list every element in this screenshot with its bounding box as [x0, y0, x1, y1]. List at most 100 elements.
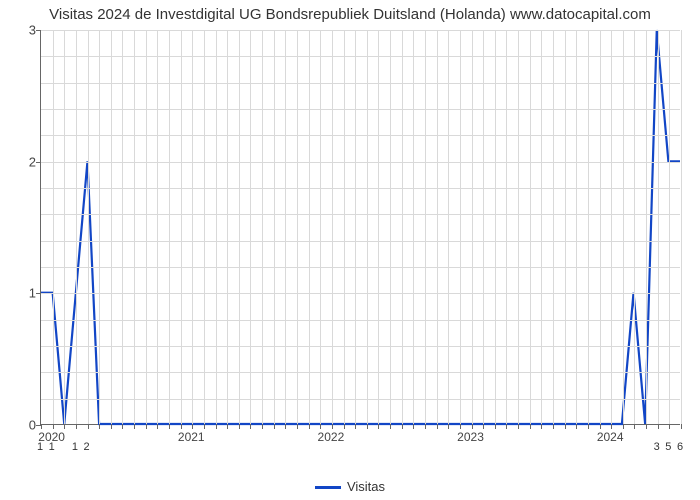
ytick-label: 0 [6, 418, 36, 433]
gridline-v [669, 30, 670, 424]
point-value-label: 6 [677, 441, 683, 453]
ytick-label: 3 [6, 23, 36, 38]
xtick-mark [297, 424, 298, 429]
gridline-v [623, 30, 624, 424]
gridline-v [157, 30, 158, 424]
gridline-v [320, 30, 321, 424]
gridline-v [378, 30, 379, 424]
xtick-mark [600, 424, 601, 429]
gridline-h-minor [41, 267, 680, 268]
gridline-v [658, 30, 659, 424]
xtick-label: 2022 [318, 430, 345, 444]
gridline-v [181, 30, 182, 424]
xtick-mark [41, 424, 42, 429]
xtick-mark [681, 424, 682, 429]
xtick-mark [192, 424, 193, 429]
xtick-mark [99, 424, 100, 429]
xtick-mark [553, 424, 554, 429]
gridline-v [576, 30, 577, 424]
gridline-v [99, 30, 100, 424]
chart-title: Visitas 2024 de Investdigital UG Bondsre… [0, 6, 700, 23]
xtick-mark [320, 424, 321, 429]
gridline-v [402, 30, 403, 424]
xtick-mark [157, 424, 158, 429]
gridline-v [76, 30, 77, 424]
gridline-v [250, 30, 251, 424]
gridline-h-minor [41, 56, 680, 57]
gridline-h-minor [41, 346, 680, 347]
gridline-v [344, 30, 345, 424]
gridline-v [553, 30, 554, 424]
xtick-mark [378, 424, 379, 429]
gridline-v [600, 30, 601, 424]
gridline-v [169, 30, 170, 424]
xtick-mark [425, 424, 426, 429]
gridline-v [111, 30, 112, 424]
gridline-v [297, 30, 298, 424]
gridline-h-minor [41, 83, 680, 84]
xtick-mark [646, 424, 647, 429]
xtick-mark [483, 424, 484, 429]
gridline-v [437, 30, 438, 424]
gridline-v [309, 30, 310, 424]
point-value-label: 5 [665, 441, 671, 453]
gridline-h-minor [41, 135, 680, 136]
gridline-v [122, 30, 123, 424]
ytick-label: 2 [6, 154, 36, 169]
gridline-v [541, 30, 542, 424]
xtick-label: 2024 [597, 430, 624, 444]
xtick-mark [309, 424, 310, 429]
xtick-mark [541, 424, 542, 429]
xtick-mark [506, 424, 507, 429]
gridline-h [41, 293, 680, 294]
xtick-mark [332, 424, 333, 429]
gridline-v [355, 30, 356, 424]
gridline-v [483, 30, 484, 424]
gridline-v [611, 30, 612, 424]
gridline-h [41, 30, 680, 31]
xtick-mark [576, 424, 577, 429]
xtick-mark [76, 424, 77, 429]
gridline-v [239, 30, 240, 424]
xtick-mark [122, 424, 123, 429]
visits-chart: Visitas 2024 de Investdigital UG Bondsre… [0, 0, 700, 500]
xtick-mark [250, 424, 251, 429]
gridline-v [472, 30, 473, 424]
xtick-mark [460, 424, 461, 429]
xtick-mark [634, 424, 635, 429]
xtick-mark [413, 424, 414, 429]
gridline-v [530, 30, 531, 424]
xtick-mark [518, 424, 519, 429]
gridline-v [332, 30, 333, 424]
xtick-mark [146, 424, 147, 429]
gridline-v [448, 30, 449, 424]
gridline-v [53, 30, 54, 424]
gridline-h-minor [41, 214, 680, 215]
xtick-mark [64, 424, 65, 429]
xtick-mark [565, 424, 566, 429]
gridline-v [367, 30, 368, 424]
xtick-mark [204, 424, 205, 429]
gridline-v [634, 30, 635, 424]
ytick-mark [36, 30, 41, 31]
line-series [41, 30, 680, 424]
xtick-mark [623, 424, 624, 429]
legend-swatch [315, 486, 341, 489]
xtick-mark [402, 424, 403, 429]
gridline-v [425, 30, 426, 424]
xtick-mark [658, 424, 659, 429]
xtick-label: 2021 [178, 430, 205, 444]
gridline-v [390, 30, 391, 424]
ytick-mark [36, 162, 41, 163]
xtick-mark [495, 424, 496, 429]
xtick-mark [367, 424, 368, 429]
xtick-mark [390, 424, 391, 429]
gridline-v [588, 30, 589, 424]
xtick-mark [611, 424, 612, 429]
xtick-mark [262, 424, 263, 429]
xtick-mark [274, 424, 275, 429]
gridline-v [146, 30, 147, 424]
gridline-h-minor [41, 320, 680, 321]
xtick-mark [530, 424, 531, 429]
ytick-label: 1 [6, 286, 36, 301]
